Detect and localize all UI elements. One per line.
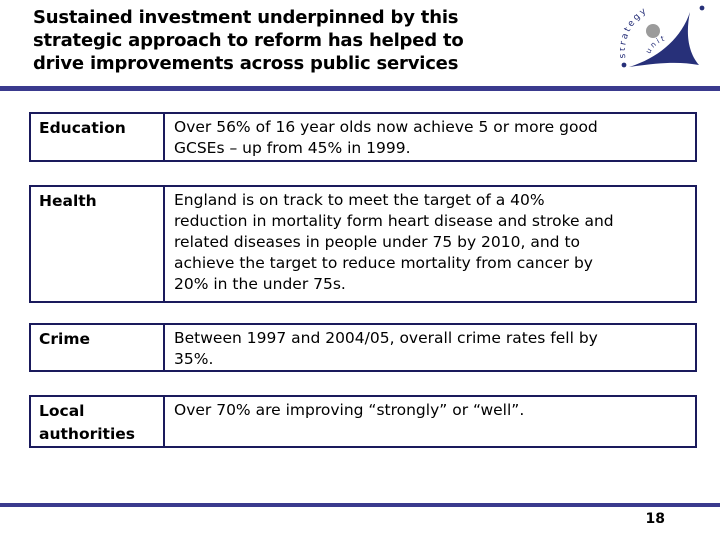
table-row-crime: Crime Between 1997 and 2004/05, overall …	[29, 323, 697, 372]
table-row-local-authorities: Local authorities Over 70% are improving…	[29, 395, 697, 448]
row-label-crime: Crime	[31, 325, 165, 370]
row-label-health: Health	[31, 187, 165, 301]
row-text-education: Over 56% of 16 year olds now achieve 5 o…	[174, 118, 598, 157]
header-rule	[0, 86, 720, 91]
logo-sail-shape	[629, 12, 699, 67]
logo-circle	[646, 24, 660, 38]
table-row-health: Health England is on track to meet the t…	[29, 185, 697, 303]
slide-title: Sustained investment underpinned by this…	[33, 7, 464, 74]
row-text-health: England is on track to meet the target o…	[174, 191, 614, 293]
table-row-education: Education Over 56% of 16 year olds now a…	[29, 112, 697, 162]
row-text-crime: Between 1997 and 2004/05, overall crime …	[174, 329, 598, 368]
strategy-unit-logo-svg: strategy unit	[618, 5, 705, 68]
row-label-education: Education	[31, 114, 165, 160]
logo-dot-right	[699, 5, 705, 11]
row-text-local-authorities: Over 70% are improving “strongly” or “we…	[174, 401, 525, 419]
page-number: 18	[645, 511, 665, 527]
footer-rule	[0, 503, 720, 507]
strategy-unit-logo: strategy unit	[618, 2, 714, 86]
logo-dot-left	[621, 62, 627, 68]
row-label-local-authorities: Local authorities	[31, 397, 165, 446]
